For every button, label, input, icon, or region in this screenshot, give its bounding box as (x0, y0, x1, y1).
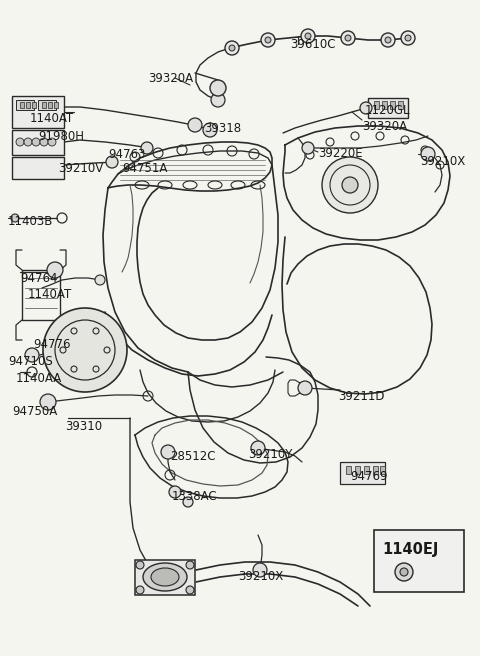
Circle shape (136, 561, 144, 569)
Circle shape (385, 37, 391, 43)
Bar (368, 98, 408, 118)
Circle shape (225, 41, 239, 55)
Text: 1140AT: 1140AT (30, 112, 74, 125)
Text: 94750A: 94750A (12, 405, 57, 418)
Circle shape (203, 123, 217, 137)
Bar (364, 466, 369, 474)
Bar (12, 157, 64, 179)
Circle shape (48, 138, 56, 146)
Circle shape (395, 563, 413, 581)
Circle shape (342, 177, 358, 193)
Text: 39318: 39318 (204, 122, 241, 135)
Circle shape (360, 102, 372, 114)
Bar (48, 102, 52, 108)
Bar (390, 101, 395, 109)
Circle shape (210, 80, 226, 96)
Bar (42, 102, 46, 108)
Text: 39210Y: 39210Y (248, 448, 292, 461)
Bar (374, 101, 379, 109)
Circle shape (301, 29, 315, 43)
Bar (382, 101, 387, 109)
Ellipse shape (143, 563, 187, 591)
Bar (355, 466, 360, 474)
Circle shape (251, 441, 265, 455)
Circle shape (405, 35, 411, 41)
Circle shape (381, 33, 395, 47)
Text: 1338AC: 1338AC (172, 490, 217, 503)
Circle shape (400, 568, 408, 576)
Text: 11403B: 11403B (8, 215, 53, 228)
Text: 1140EJ: 1140EJ (382, 542, 438, 557)
Circle shape (265, 37, 271, 43)
Circle shape (43, 308, 127, 392)
Bar (346, 466, 351, 474)
Circle shape (183, 497, 193, 507)
Circle shape (302, 142, 314, 154)
Bar (20, 102, 24, 108)
Circle shape (253, 563, 267, 577)
Text: 1120GL: 1120GL (365, 104, 410, 117)
Text: 94769: 94769 (350, 470, 387, 483)
Bar (54, 102, 58, 108)
Text: 39610C: 39610C (290, 38, 336, 51)
Bar (374, 530, 464, 592)
Circle shape (186, 586, 194, 594)
Bar (38, 100, 56, 110)
Ellipse shape (151, 568, 179, 586)
Bar (398, 101, 403, 109)
Text: 39220E: 39220E (318, 147, 362, 160)
Circle shape (25, 348, 39, 362)
Circle shape (141, 142, 153, 154)
Bar (32, 102, 36, 108)
Bar (12, 130, 64, 155)
Bar (373, 466, 378, 474)
Bar (380, 466, 385, 474)
Circle shape (95, 275, 105, 285)
Circle shape (32, 138, 40, 146)
Circle shape (261, 33, 275, 47)
Text: 94751A: 94751A (122, 162, 168, 175)
Bar (26, 102, 30, 108)
Circle shape (16, 138, 24, 146)
Circle shape (161, 445, 175, 459)
Text: 1140AT: 1140AT (28, 288, 72, 301)
Circle shape (24, 138, 32, 146)
Circle shape (40, 394, 56, 410)
Circle shape (136, 586, 144, 594)
Circle shape (298, 381, 312, 395)
Text: 91980H: 91980H (38, 130, 84, 143)
Bar (340, 462, 385, 484)
Circle shape (40, 138, 48, 146)
Bar (12, 96, 64, 128)
Circle shape (421, 147, 435, 161)
Circle shape (106, 156, 118, 168)
Circle shape (229, 45, 235, 51)
Text: 94764: 94764 (20, 272, 58, 285)
Text: 39210X: 39210X (420, 155, 465, 168)
Text: 39320A: 39320A (362, 120, 407, 133)
Circle shape (211, 93, 225, 107)
Text: 28512C: 28512C (170, 450, 216, 463)
Text: 39310: 39310 (65, 420, 102, 433)
Text: 39210V: 39210V (58, 162, 103, 175)
Text: 39211D: 39211D (338, 390, 384, 403)
Circle shape (188, 118, 202, 132)
Text: 1140AA: 1140AA (16, 372, 62, 385)
Bar (135, 560, 195, 595)
Circle shape (401, 31, 415, 45)
Circle shape (186, 561, 194, 569)
Text: 94763: 94763 (108, 148, 145, 161)
Circle shape (345, 35, 351, 41)
Circle shape (341, 31, 355, 45)
Text: 94710S: 94710S (8, 355, 53, 368)
Text: 39320A: 39320A (148, 72, 193, 85)
Text: 94776: 94776 (33, 338, 71, 351)
Circle shape (322, 157, 378, 213)
Circle shape (11, 214, 19, 222)
Circle shape (169, 486, 181, 498)
Circle shape (305, 33, 311, 39)
Circle shape (47, 262, 63, 278)
Bar (16, 100, 34, 110)
Text: 39210X: 39210X (238, 570, 283, 583)
